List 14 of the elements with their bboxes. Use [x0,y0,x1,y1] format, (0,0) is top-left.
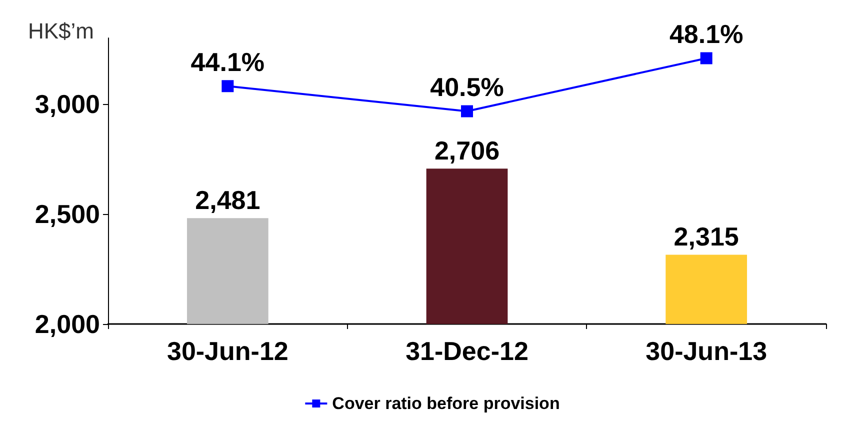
x-tick-label: 30-Jun-12 [166,336,288,366]
data-label: 2,315 [674,222,739,252]
data-label: 48.1% [669,19,744,50]
data-label: 40.5% [430,72,504,102]
y-tick-label: 3,000 [34,89,100,119]
legend-label: Cover ratio before provision [332,394,560,413]
data-label: 44.1% [190,47,265,78]
y-tick-label: 2,500 [34,199,100,229]
x-tick-label: 30-Jun-13 [646,336,768,366]
y-axis-title: HK$’m [28,18,94,44]
y-tick-label: 2,000 [34,309,100,339]
data-label: 2,481 [195,185,260,216]
x-tick-label: 31-Dec-12 [406,336,528,366]
data-label: 2,706 [434,136,500,166]
